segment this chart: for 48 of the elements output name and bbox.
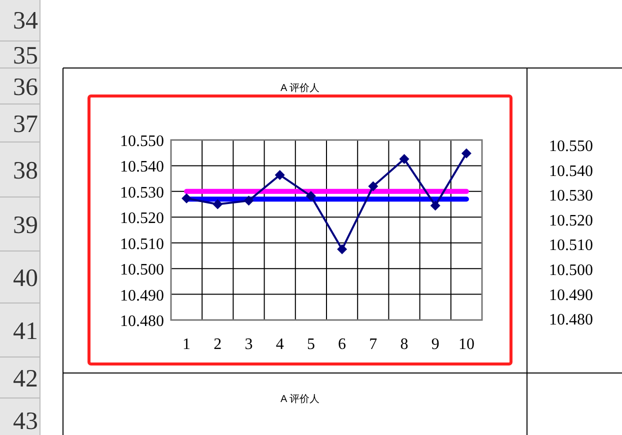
text: 39 [13,212,38,239]
x-tick-label: 6 [338,336,346,353]
y-tick-label: 10.480 [120,313,164,330]
text: 10.530 [549,188,593,205]
text: 35 [13,42,38,70]
x-tick-label: 5 [306,336,315,353]
text: 10.550 [549,138,593,155]
point [430,200,440,211]
chart-title: A 评价人 [280,82,320,94]
point [274,170,285,180]
y-tick-label: 10.510 [120,236,164,253]
y-tick-label: 10.490 [120,287,164,304]
y-tick-label: 10.530 [120,184,164,202]
text: 10.500 [549,262,593,279]
point [244,196,254,206]
y-tick-label: 10.520 [120,210,164,228]
text: 41 [13,318,38,345]
text: 10.510 [549,237,593,254]
point [212,199,223,210]
x-tick-label: 9 [431,336,440,353]
point [461,148,472,158]
y-tick-label: 10.500 [120,262,164,279]
text: 43 [13,408,38,435]
text: 34 [13,8,38,34]
text: 36 [13,74,38,101]
x-tick-label: 3 [244,336,253,353]
x-tick-label: 1 [182,336,191,353]
text: 40 [13,265,38,292]
text: 38 [13,158,38,184]
text: 10.490 [549,286,593,304]
point [337,244,348,254]
text: 10.540 [549,162,593,180]
x-tick-label: 7 [369,336,378,353]
point [368,181,378,192]
text: 37 [13,111,38,138]
text: 10.520 [549,212,593,230]
x-tick-label: 2 [214,336,222,353]
point [399,154,410,164]
text: 42 [13,366,38,392]
point [182,193,192,204]
text: A 评价人 [280,393,320,405]
x-tick-label: 4 [276,336,284,353]
x-tick-label: 8 [400,336,408,353]
text: 10.480 [549,312,593,329]
y-tick-label: 10.550 [120,133,164,150]
point [306,191,316,202]
x-tick-label: 10 [458,336,474,353]
y-tick-label: 10.540 [120,158,164,176]
